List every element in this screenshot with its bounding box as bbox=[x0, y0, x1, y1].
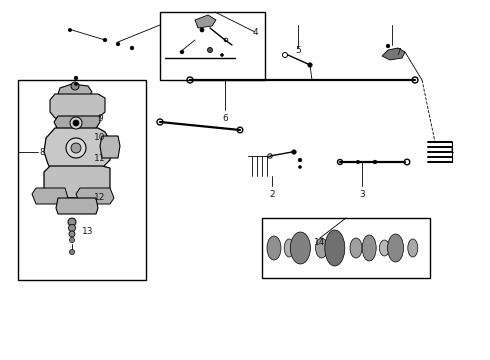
Text: 6: 6 bbox=[222, 113, 228, 122]
Text: 3: 3 bbox=[359, 189, 365, 198]
Text: 7: 7 bbox=[395, 48, 401, 57]
Circle shape bbox=[298, 166, 301, 168]
Ellipse shape bbox=[316, 238, 328, 258]
Ellipse shape bbox=[388, 234, 404, 262]
Text: 2: 2 bbox=[269, 189, 275, 198]
Bar bbox=[18, 80, 146, 280]
Circle shape bbox=[180, 50, 184, 54]
Text: 12: 12 bbox=[94, 194, 106, 202]
Text: 11: 11 bbox=[94, 153, 106, 162]
Polygon shape bbox=[76, 188, 114, 204]
Circle shape bbox=[74, 76, 78, 80]
Circle shape bbox=[116, 42, 120, 46]
Polygon shape bbox=[382, 48, 405, 60]
Text: 14: 14 bbox=[314, 238, 326, 247]
Polygon shape bbox=[195, 15, 216, 28]
Text: 10: 10 bbox=[94, 134, 106, 143]
Text: 8: 8 bbox=[39, 148, 45, 157]
Polygon shape bbox=[54, 116, 100, 130]
Text: 5: 5 bbox=[295, 45, 301, 54]
Text: 4: 4 bbox=[252, 27, 258, 36]
Circle shape bbox=[71, 143, 81, 153]
Ellipse shape bbox=[350, 238, 362, 258]
Polygon shape bbox=[100, 136, 120, 158]
Circle shape bbox=[130, 46, 134, 50]
Ellipse shape bbox=[284, 239, 294, 257]
Circle shape bbox=[71, 82, 79, 90]
Ellipse shape bbox=[379, 240, 390, 256]
Ellipse shape bbox=[267, 236, 281, 260]
Circle shape bbox=[66, 138, 86, 158]
Circle shape bbox=[220, 54, 223, 57]
Polygon shape bbox=[44, 128, 112, 168]
Circle shape bbox=[373, 160, 377, 164]
Circle shape bbox=[74, 82, 77, 85]
Circle shape bbox=[200, 28, 204, 32]
Polygon shape bbox=[58, 84, 92, 98]
Circle shape bbox=[292, 150, 296, 154]
Bar bbox=[160, 12, 265, 80]
Circle shape bbox=[69, 28, 72, 32]
Text: 1: 1 bbox=[449, 145, 455, 154]
Text: 9: 9 bbox=[97, 113, 103, 122]
Ellipse shape bbox=[408, 239, 418, 257]
Circle shape bbox=[207, 48, 213, 53]
Bar bbox=[262, 218, 430, 278]
Ellipse shape bbox=[362, 235, 376, 261]
Polygon shape bbox=[56, 198, 98, 214]
Polygon shape bbox=[44, 166, 110, 198]
Circle shape bbox=[70, 238, 74, 243]
Circle shape bbox=[70, 117, 82, 129]
Circle shape bbox=[308, 63, 312, 67]
Circle shape bbox=[69, 225, 75, 231]
Circle shape bbox=[69, 231, 75, 237]
Circle shape bbox=[356, 161, 360, 163]
Text: 13: 13 bbox=[82, 228, 94, 237]
Circle shape bbox=[70, 249, 74, 255]
Polygon shape bbox=[32, 188, 68, 204]
Circle shape bbox=[103, 38, 107, 42]
Circle shape bbox=[386, 44, 390, 48]
Polygon shape bbox=[50, 94, 105, 118]
Ellipse shape bbox=[325, 230, 345, 266]
Ellipse shape bbox=[291, 232, 310, 264]
Circle shape bbox=[73, 120, 79, 126]
Circle shape bbox=[68, 218, 76, 226]
Circle shape bbox=[298, 158, 302, 162]
